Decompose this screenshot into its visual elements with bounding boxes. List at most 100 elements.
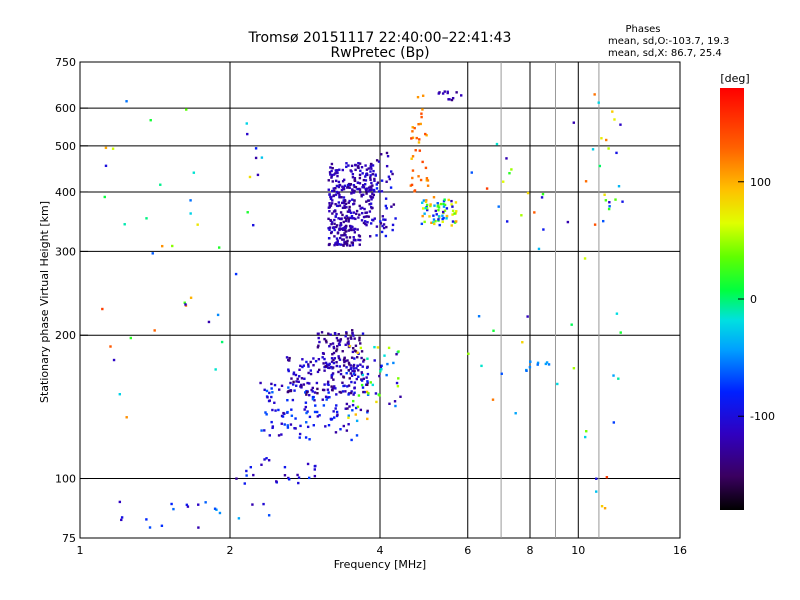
data-point [283,474,287,477]
data-point [172,507,175,511]
data-point [342,364,346,367]
data-point [331,389,334,392]
data-point [270,382,273,386]
data-point [347,369,350,372]
data-point [338,184,341,187]
data-point [328,366,331,370]
data-point [337,185,341,189]
data-point [336,413,339,416]
data-point [331,180,334,183]
data-point [421,108,424,111]
data-point [123,223,126,226]
data-point [372,169,375,173]
data-point [362,178,366,182]
data-point [339,428,342,431]
data-point [371,196,375,199]
colorbar-label: [deg] [720,72,749,85]
data-point [301,365,304,369]
data-point [345,165,348,169]
data-point [296,377,299,381]
data-point [438,223,441,227]
data-point [419,122,422,126]
data-point [500,372,503,375]
data-point [360,219,364,222]
data-point [570,323,573,326]
data-point [380,153,383,156]
data-point [374,392,378,395]
data-point [207,320,211,324]
data-point [385,207,388,210]
data-point [334,332,337,336]
data-point [547,363,551,366]
data-point [397,377,400,380]
data-point [361,172,364,175]
data-point [341,180,345,183]
data-point [302,383,306,386]
data-point [192,171,196,174]
data-point [312,424,315,427]
data-point [353,179,357,183]
data-point [329,173,332,176]
data-point [260,429,263,432]
data-point [381,224,384,228]
data-point [382,223,386,226]
data-point [347,220,350,223]
data-point [349,364,352,367]
data-point [356,364,359,367]
data-point [442,202,445,206]
data-point [336,169,339,172]
data-point [329,195,332,199]
data-point [425,134,428,137]
data-point [112,358,116,362]
data-point [337,180,341,184]
data-point [298,368,301,371]
data-point [351,403,355,407]
data-point [430,221,433,225]
data-point [396,384,400,388]
data-point [394,217,397,220]
data-point [342,187,345,191]
data-point [338,358,342,361]
data-point [338,168,341,171]
data-point [345,236,348,239]
data-point [333,222,336,226]
data-point [340,234,343,237]
data-point [291,398,295,402]
data-point [332,173,336,176]
data-point [330,373,334,377]
data-point [339,372,343,376]
data-point [280,433,283,436]
data-point [602,219,605,223]
data-point [350,380,353,384]
data-point [424,166,428,170]
data-point [357,369,360,372]
data-point [495,142,499,146]
data-point [345,242,349,245]
data-point [311,395,315,399]
data-point [368,210,372,213]
data-point [305,393,308,396]
data-point [334,431,338,434]
data-point [245,122,248,125]
data-point [366,409,369,413]
data-point [340,201,344,205]
data-point [311,390,314,393]
data-point [286,424,289,427]
data-point [380,364,383,367]
data-point [361,365,364,368]
data-point [342,199,345,202]
data-point [451,220,455,223]
data-point [331,212,334,215]
data-point [315,410,319,414]
data-point [197,503,200,506]
data-point [189,296,193,299]
data-point [343,232,346,235]
data-point [270,395,273,399]
data-point [421,94,425,97]
data-point [380,190,384,193]
data-point [361,185,364,189]
data-point [327,237,331,240]
data-point [345,372,348,375]
data-point [385,180,388,183]
data-point [364,187,367,191]
